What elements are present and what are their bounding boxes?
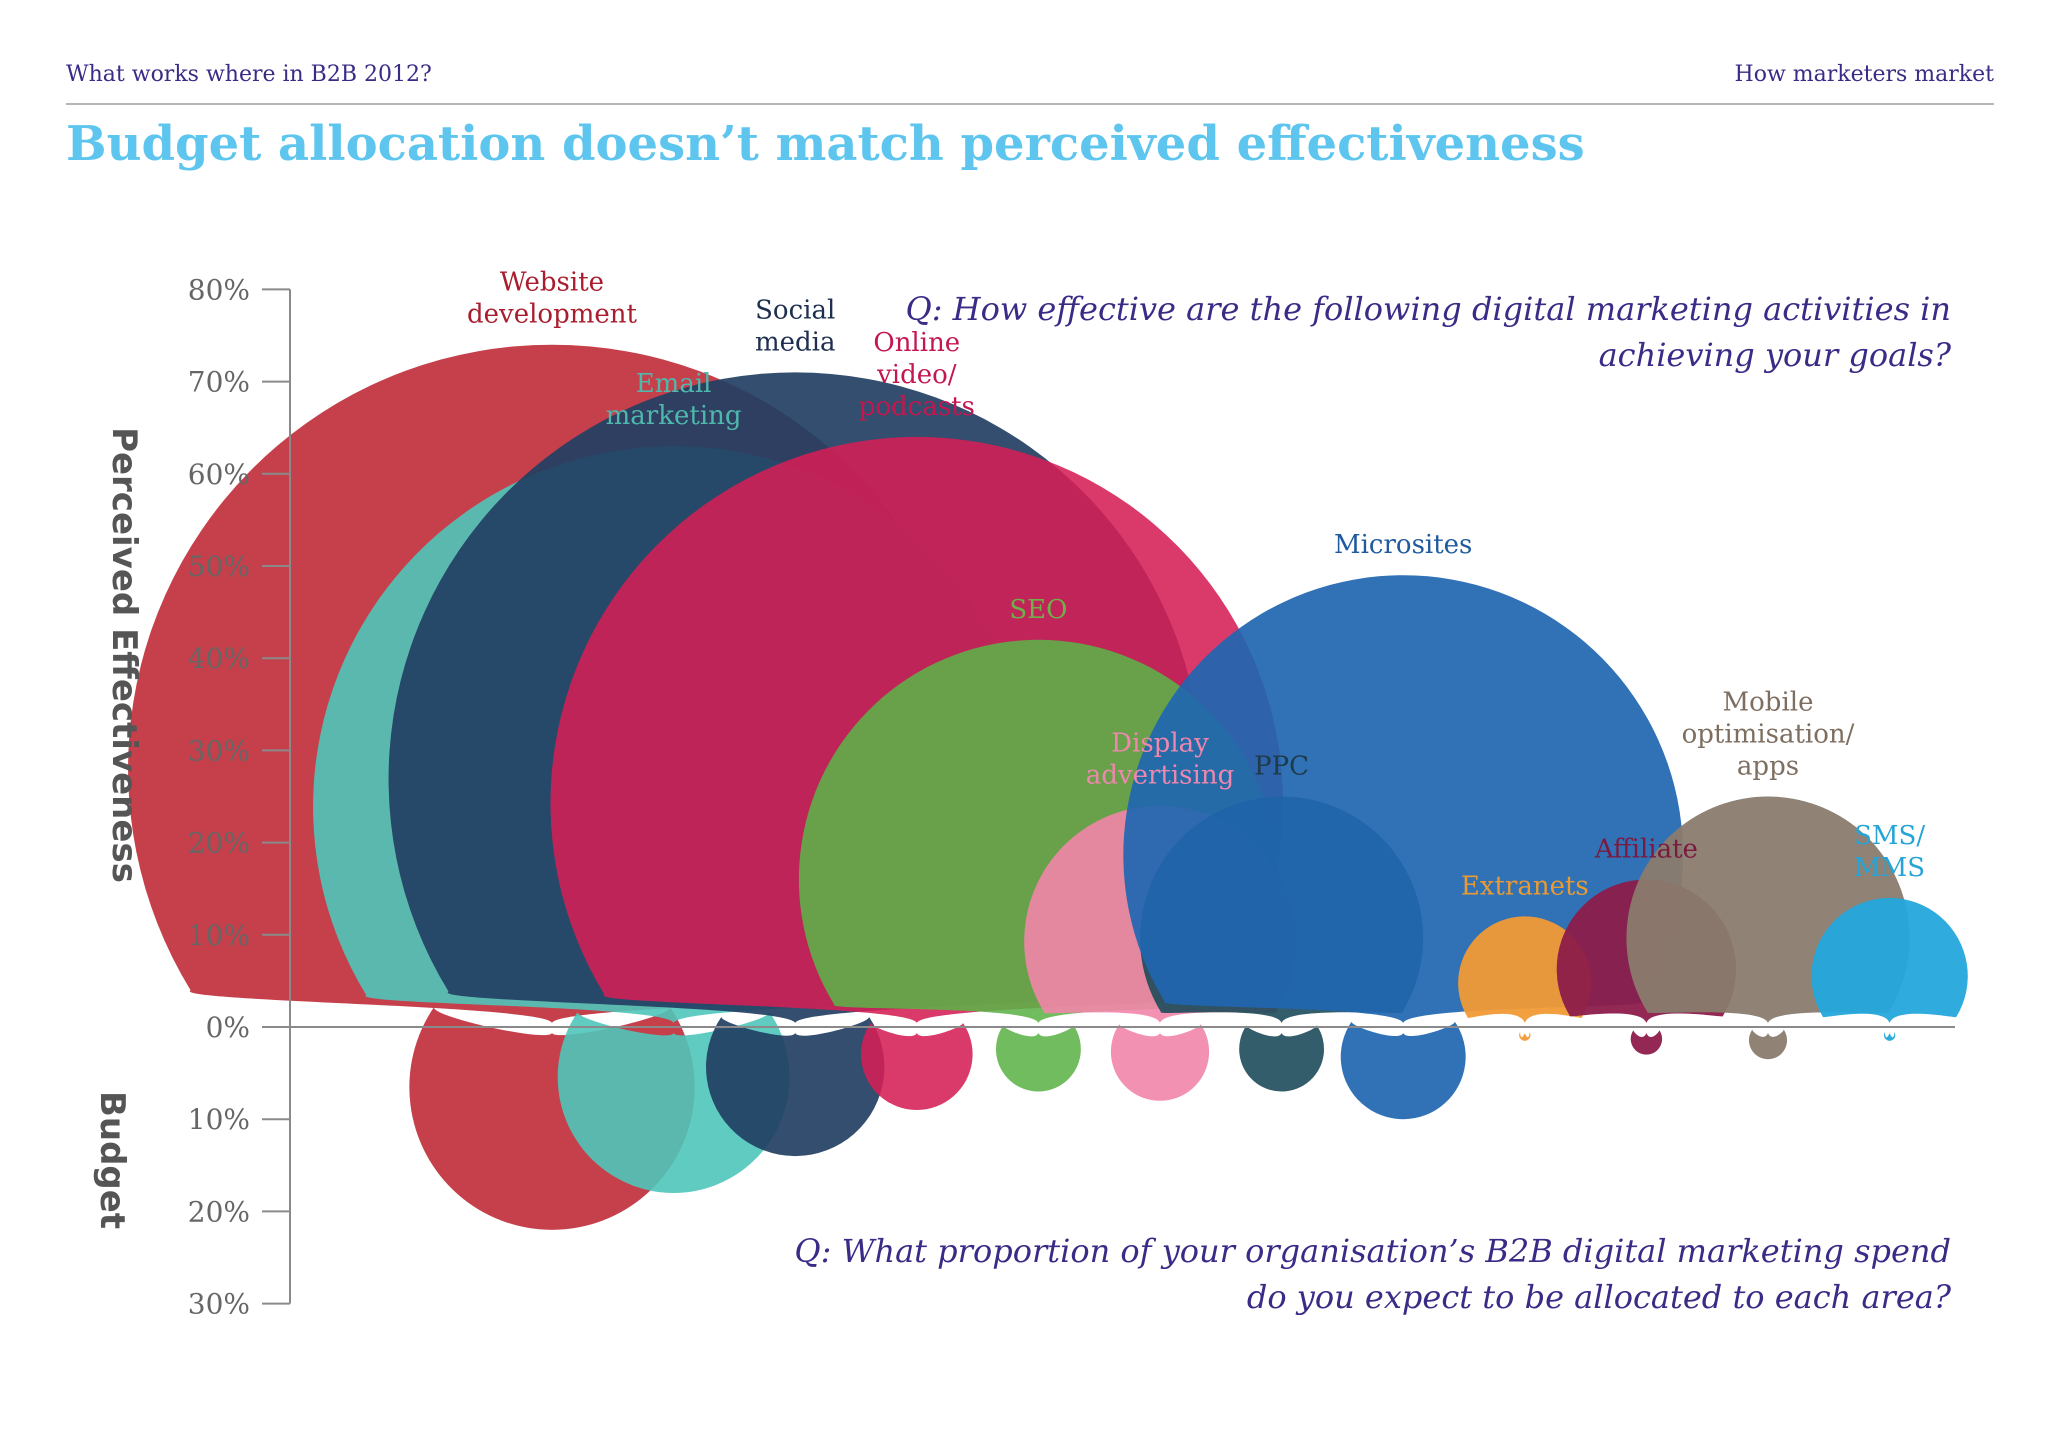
page-title: Budget allocation doesn’t match perceive… <box>66 116 1585 172</box>
question-effectiveness: Q: How effective are the following digit… <box>905 290 1951 374</box>
y-tick-label: 30% <box>188 1288 250 1321</box>
category-label-microsites: Microsites <box>1334 530 1472 560</box>
chart-shapes <box>128 344 1968 1230</box>
y-tick-label: 70% <box>188 366 250 399</box>
y-tick-label: 60% <box>188 458 250 491</box>
y-tick-label: 80% <box>188 273 250 306</box>
y-tick-label: 20% <box>188 1195 250 1228</box>
category-label-online-video-podcasts: Online video/podcasts <box>859 328 975 422</box>
category-label-mobile-optimisation-apps: Mobile optimisation/apps <box>1682 688 1855 782</box>
effectiveness-balloon-sms-mms <box>1811 897 1968 1023</box>
y-tick-label: 20% <box>188 827 250 860</box>
category-label-seo: SEO <box>1009 595 1067 625</box>
y-axis-label-effectiveness: Perceived Effectiveness <box>104 427 144 883</box>
category-label-ppc: PPC <box>1254 752 1309 782</box>
y-tick-label: 50% <box>188 550 250 583</box>
category-label-email-marketing: Email marketing <box>606 369 742 431</box>
budget-drop-display-advertising <box>1110 1023 1210 1101</box>
question-budget: Q: What proportion of your organisation’… <box>794 1232 1951 1316</box>
category-label-social-media: Social media <box>755 295 836 357</box>
category-label-sms-mms: SMS/MMS <box>1854 821 1925 883</box>
budget-drop-microsites <box>1340 1021 1466 1120</box>
category-label-extranets: Extranets <box>1461 871 1589 901</box>
budget-drop-online-video-podcasts <box>861 1022 973 1110</box>
category-label-display-advertising: Display advertising <box>1086 729 1234 791</box>
category-label-website-development: Website development <box>467 268 638 330</box>
budget-drop-sms-mms <box>1883 1031 1896 1041</box>
y-tick-label: 40% <box>188 642 250 675</box>
effectiveness-balloon-microsites <box>1123 575 1684 1023</box>
y-tick-label: 0% <box>206 1011 250 1044</box>
budget-drop-social-media <box>706 1016 885 1157</box>
header-right: How marketers market <box>1734 62 1994 87</box>
budget-drop-seo <box>995 1025 1081 1092</box>
y-tick-label: 30% <box>188 734 250 767</box>
budget-drop-mobile-optimisation-apps <box>1748 1029 1788 1060</box>
effectiveness-balloon-extranets <box>1458 916 1592 1023</box>
header-left: What works where in B2B 2012? <box>66 62 432 87</box>
y-axis-label-budget: Budget <box>92 1090 132 1230</box>
category-label-affiliate: Affiliate <box>1594 834 1698 864</box>
chart-axis: 80% 70% 60% 50% 40% 30% 20% 10% 0% 10% 20% 30% <box>188 273 1955 1321</box>
y-tick-label: 10% <box>188 919 250 952</box>
budget-drop-ppc <box>1239 1025 1325 1092</box>
y-tick-label: 10% <box>188 1103 250 1136</box>
budget-drop-extranets <box>1519 1031 1531 1041</box>
header-divider <box>66 103 1994 105</box>
budget-drop-affiliate <box>1630 1030 1663 1055</box>
